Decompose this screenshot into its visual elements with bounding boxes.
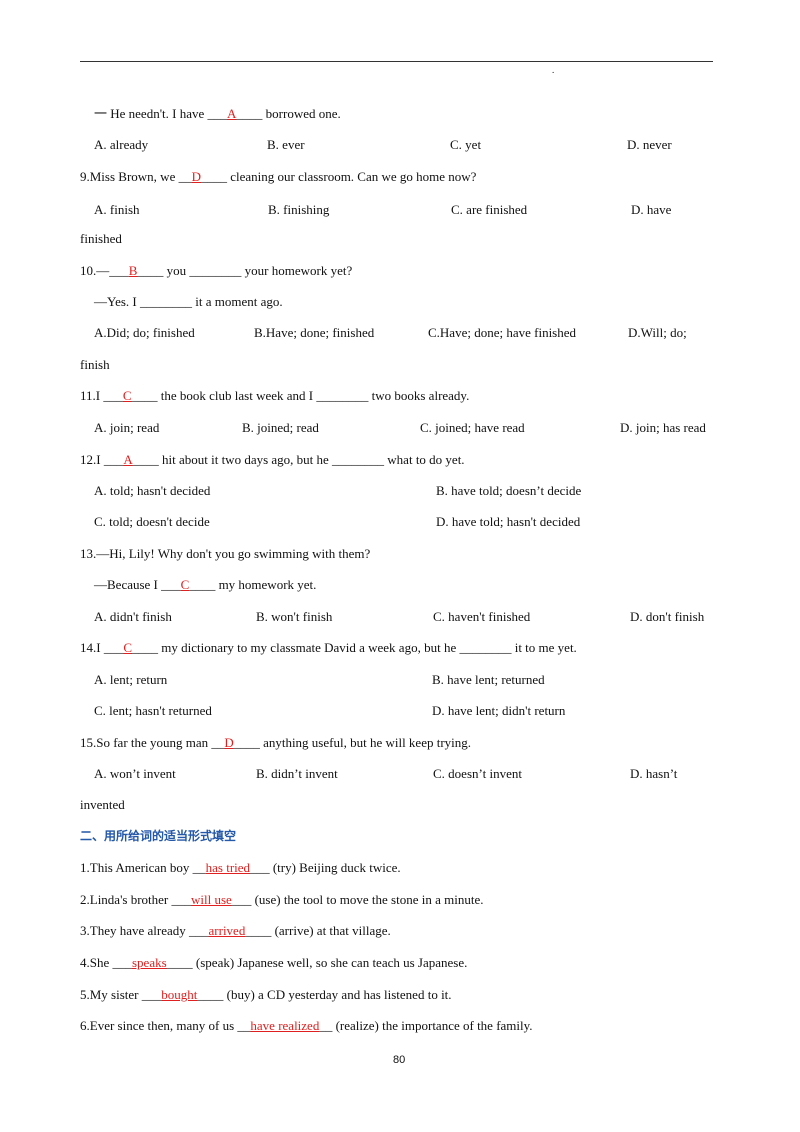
question-text: ___ (try) Beijing duck twice. <box>250 860 401 875</box>
text-line: finish <box>80 357 110 372</box>
option: B. finishing <box>268 202 330 217</box>
question-text: —Because I ___ <box>94 577 181 592</box>
text-line: finished <box>80 231 122 246</box>
question-text: ____ (buy) a CD yesterday and has listen… <box>197 987 452 1002</box>
question-text: 3.They have already ___ <box>80 923 209 938</box>
question-text: ____ my homework yet. <box>189 577 317 592</box>
option: B. have told; doesn’t decide <box>436 483 582 498</box>
question-line: 14.I ___C____ my dictionary to my classm… <box>80 640 577 656</box>
question-line: 6.Ever since then, many of us __have rea… <box>80 1018 533 1034</box>
answer: have realized <box>250 1018 320 1033</box>
answer: bought <box>161 987 198 1002</box>
header-mark: . <box>552 65 555 75</box>
option: D. don't finish <box>630 609 705 624</box>
question-text: 11.I ___ <box>80 388 123 403</box>
option: D. hasn’t <box>630 766 678 781</box>
option: A. join; read <box>94 420 160 435</box>
option: A. told; hasn't decided <box>94 483 211 498</box>
question-line: 5.My sister ___bought____ (buy) a CD yes… <box>80 987 452 1003</box>
option: C. doesn’t invent <box>433 766 522 781</box>
question-text: ____ my dictionary to my classmate David… <box>132 640 577 655</box>
option: D. have told; hasn't decided <box>436 514 581 529</box>
option: A. lent; return <box>94 672 168 687</box>
question-text: 9.Miss Brown, we __ <box>80 169 192 184</box>
question-text: ____ anything useful, but he will keep t… <box>233 735 472 750</box>
answer: has tried <box>205 860 251 875</box>
option: B. joined; read <box>242 420 319 435</box>
question-text: 12.I ___ <box>80 452 124 467</box>
question-line: 9.Miss Brown, we __D____ cleaning our cl… <box>80 169 476 185</box>
section-heading: 二、用所给词的适当形式填空 <box>80 829 237 843</box>
option: B. won't finish <box>256 609 333 624</box>
question-text: 10.—___ <box>80 263 129 278</box>
question-text: ____ cleaning our classroom. Can we go h… <box>200 169 477 184</box>
question-text: ____ borrowed one. <box>236 106 341 121</box>
option: B. ever <box>267 137 305 152</box>
answer: A <box>123 452 133 467</box>
answer: C <box>122 388 132 403</box>
header-rule <box>80 61 713 62</box>
question-text: 14.I ___ <box>80 640 124 655</box>
question-line: 11.I ___C____ the book club last week an… <box>80 388 469 404</box>
question-text: ____ hit about it two days ago, but he _… <box>132 452 465 467</box>
answer: arrived <box>208 923 246 938</box>
question-text: ____ (arrive) at that village. <box>245 923 391 938</box>
option: D. have lent; didn't return <box>432 703 566 718</box>
option: C. lent; hasn't returned <box>94 703 212 718</box>
question-text: ____ the book club last week and I _____… <box>131 388 470 403</box>
option: A. didn't finish <box>94 609 172 624</box>
option: C. told; doesn't decide <box>94 514 210 529</box>
answer: speaks <box>132 955 167 970</box>
page-number: 80 <box>393 1054 406 1066</box>
text-line: —Yes. I ________ it a moment ago. <box>94 294 283 309</box>
question-text: ___ (use) the tool to move the stone in … <box>231 892 484 907</box>
option: C.Have; done; have finished <box>428 325 577 340</box>
question-text: 6.Ever since then, many of us __ <box>80 1018 251 1033</box>
question-text: 4.She ___ <box>80 955 132 970</box>
question-line: 2.Linda's brother ___will use___ (use) t… <box>80 892 483 908</box>
question-line: 一 He needn't. I have ___A____ borrowed o… <box>94 106 341 122</box>
question-line: 12.I ___A____ hit about it two days ago,… <box>80 452 465 468</box>
answer: C <box>180 577 190 592</box>
option: A. finish <box>94 202 140 217</box>
question-text: 一 He needn't. I have ___ <box>94 106 228 121</box>
question-text: 5.My sister ___ <box>80 987 162 1002</box>
option: C. are finished <box>451 202 528 217</box>
option: C. haven't finished <box>433 609 531 624</box>
option: D. never <box>627 137 672 152</box>
option: D.Will; do; <box>628 325 687 340</box>
answer: B <box>128 263 138 278</box>
answer: C <box>123 640 133 655</box>
option: C. joined; have read <box>420 420 525 435</box>
question-text: __ (realize) the importance of the famil… <box>319 1018 533 1033</box>
question-text: 1.This American boy __ <box>80 860 206 875</box>
text-line: 13.—Hi, Lily! Why don't you go swimming … <box>80 546 371 561</box>
question-text: 2.Linda's brother ___ <box>80 892 192 907</box>
answer: A <box>227 106 237 121</box>
question-line: 1.This American boy __has tried___ (try)… <box>80 860 401 876</box>
option: B.Have; done; finished <box>254 325 375 340</box>
option: D. join; has read <box>620 420 706 435</box>
question-text: ____ you ________ your homework yet? <box>137 263 353 278</box>
answer: D <box>224 735 234 750</box>
question-text: ____ (speak) Japanese well, so she can t… <box>166 955 468 970</box>
question-line: 10.—___B____ you ________ your homework … <box>80 263 352 279</box>
question-line: 15.So far the young man __D____ anything… <box>80 735 471 751</box>
answer: D <box>191 169 201 184</box>
option: A. won’t invent <box>94 766 176 781</box>
question-line: 4.She ___speaks____ (speak) Japanese wel… <box>80 955 467 971</box>
option: B. have lent; returned <box>432 672 545 687</box>
option: B. didn’t invent <box>256 766 338 781</box>
question-line: 3.They have already ___arrived____ (arri… <box>80 923 391 939</box>
option: A. already <box>94 137 149 152</box>
question-text: 15.So far the young man __ <box>80 735 225 750</box>
option: D. have <box>631 202 672 217</box>
option: C. yet <box>450 137 482 152</box>
text-line: invented <box>80 797 125 812</box>
option: A.Did; do; finished <box>94 325 195 340</box>
question-line: —Because I ___C____ my homework yet. <box>94 577 316 593</box>
answer: will use <box>191 892 232 907</box>
